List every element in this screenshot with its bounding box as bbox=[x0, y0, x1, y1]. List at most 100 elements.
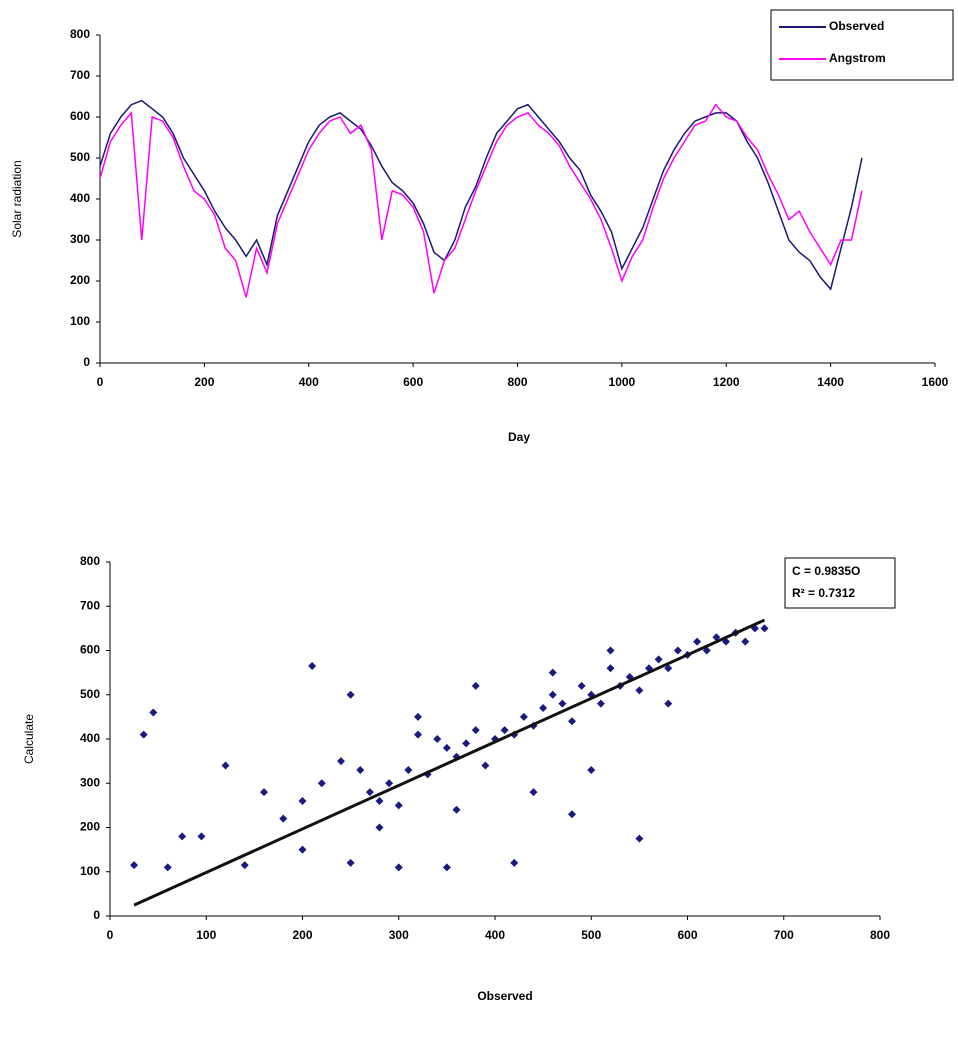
scatter-point bbox=[760, 624, 769, 633]
y-tick-label: 0 bbox=[83, 355, 90, 369]
y-tick-label: 300 bbox=[70, 232, 90, 246]
x-axis-label: Observed bbox=[477, 989, 532, 1003]
y-axis-label: Solar radiation bbox=[10, 160, 24, 237]
x-tick-label: 500 bbox=[581, 928, 601, 942]
trendline bbox=[133, 618, 766, 907]
scatter-point bbox=[510, 858, 519, 867]
scatter-point bbox=[375, 823, 384, 832]
y-tick-label: 0 bbox=[93, 908, 100, 922]
scatter-point bbox=[356, 765, 365, 774]
y-tick-label: 600 bbox=[70, 109, 90, 123]
x-tick-label: 400 bbox=[485, 928, 505, 942]
annotation: R² = 0.7312 bbox=[792, 586, 855, 600]
scatter-point bbox=[308, 661, 317, 670]
x-tick-label: 600 bbox=[677, 928, 697, 942]
scatter-point bbox=[558, 699, 567, 708]
x-axis-label: Day bbox=[508, 430, 530, 444]
scatter-point bbox=[260, 788, 268, 797]
scatter-point bbox=[635, 834, 644, 843]
scatter-point bbox=[587, 765, 596, 774]
scatter-point bbox=[568, 810, 576, 819]
scatter-point bbox=[539, 704, 548, 713]
scatter-point bbox=[529, 788, 538, 797]
scatter-point bbox=[317, 779, 326, 788]
series-line bbox=[99, 103, 863, 298]
scatter-point bbox=[163, 863, 172, 872]
y-tick-label: 500 bbox=[80, 687, 100, 701]
scatter-point bbox=[664, 664, 673, 673]
scatter-point bbox=[178, 832, 187, 841]
x-tick-label: 300 bbox=[389, 928, 409, 942]
scatter-point bbox=[664, 699, 673, 708]
scatter-point bbox=[404, 765, 413, 774]
scatter-point bbox=[298, 845, 307, 854]
annotation: C = 0.9835O bbox=[792, 564, 860, 578]
scatter-point bbox=[365, 788, 374, 797]
x-tick-label: 1600 bbox=[922, 375, 949, 389]
scatter-point bbox=[452, 805, 461, 814]
scatter-point bbox=[221, 761, 230, 770]
y-axis-label: Calculate bbox=[22, 714, 36, 764]
scatter-point bbox=[548, 690, 557, 699]
scatter-point bbox=[414, 730, 422, 739]
scatter-point bbox=[442, 863, 451, 872]
scatter-point bbox=[414, 712, 422, 721]
x-tick-label: 200 bbox=[292, 928, 312, 942]
y-tick-label: 200 bbox=[70, 273, 90, 287]
annotation-box bbox=[784, 557, 896, 609]
x-tick-label: 600 bbox=[403, 375, 423, 389]
scatter-point bbox=[635, 686, 644, 695]
scatter-point bbox=[741, 637, 750, 646]
scatter-point bbox=[394, 801, 403, 810]
y-tick-label: 400 bbox=[80, 731, 100, 745]
y-tick-label: 600 bbox=[80, 643, 100, 657]
scatter-point bbox=[240, 861, 249, 870]
scatter-point bbox=[433, 735, 442, 743]
scatter-point bbox=[337, 757, 345, 766]
x-tick-label: 100 bbox=[196, 928, 216, 942]
x-tick-label: 1200 bbox=[713, 375, 740, 389]
scatter-point bbox=[577, 681, 586, 690]
scatter-point bbox=[442, 743, 451, 752]
legend-label: Observed bbox=[829, 19, 884, 33]
scatter-point bbox=[139, 730, 148, 739]
y-tick-label: 100 bbox=[80, 864, 100, 878]
scatter-point bbox=[712, 633, 721, 642]
y-tick-label: 800 bbox=[80, 554, 100, 568]
x-tick-label: 800 bbox=[870, 928, 890, 942]
scatter-point bbox=[346, 690, 355, 699]
scatter-point bbox=[548, 668, 557, 677]
scatter-point bbox=[385, 779, 394, 788]
y-tick-label: 800 bbox=[70, 27, 90, 41]
y-tick-label: 700 bbox=[80, 598, 100, 612]
scatter-point bbox=[375, 796, 384, 805]
scatter-point bbox=[606, 646, 615, 655]
x-tick-label: 400 bbox=[299, 375, 319, 389]
scatter-point bbox=[693, 637, 702, 646]
y-tick-label: 700 bbox=[70, 68, 90, 82]
scatter-point bbox=[606, 664, 615, 673]
x-tick-label: 0 bbox=[97, 375, 104, 389]
scatter-point bbox=[481, 761, 490, 770]
scatter-point bbox=[279, 814, 288, 823]
scatter-point bbox=[471, 726, 480, 735]
series-line bbox=[99, 99, 863, 291]
scatter-point bbox=[298, 796, 307, 805]
scatter-point bbox=[346, 858, 355, 867]
y-tick-label: 100 bbox=[70, 314, 90, 328]
x-tick-label: 1400 bbox=[817, 375, 844, 389]
scatter-point bbox=[471, 681, 480, 690]
x-tick-label: 0 bbox=[107, 928, 114, 942]
scatter-point bbox=[394, 863, 403, 872]
x-tick-label: 200 bbox=[194, 375, 214, 389]
y-tick-label: 300 bbox=[80, 775, 100, 789]
scatter-point bbox=[500, 726, 509, 735]
x-tick-label: 700 bbox=[774, 928, 794, 942]
legend-label: Angstrom bbox=[829, 51, 886, 65]
scatter-point bbox=[197, 832, 206, 841]
y-tick-label: 400 bbox=[70, 191, 90, 205]
y-tick-label: 500 bbox=[70, 150, 90, 164]
y-tick-label: 200 bbox=[80, 820, 100, 834]
x-tick-label: 1000 bbox=[609, 375, 636, 389]
